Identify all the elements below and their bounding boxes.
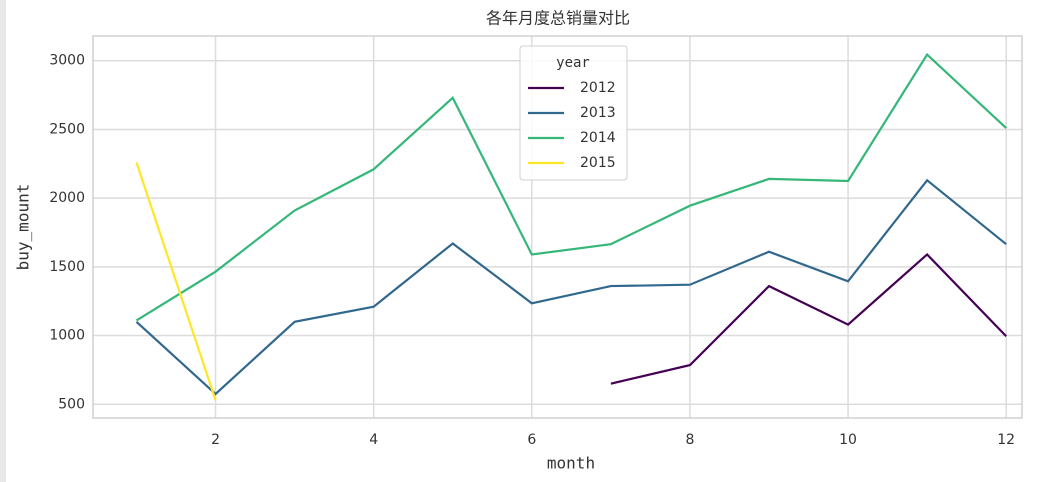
y-tick-label: 1000 (49, 328, 85, 344)
x-tick-label: 4 (369, 432, 378, 448)
y-tick-label: 2000 (49, 190, 85, 206)
x-tick-label: 8 (685, 432, 694, 448)
y-tick-label: 1500 (49, 259, 85, 275)
chart-title: 各年月度总销量对比 (486, 9, 630, 28)
legend-label: 2012 (580, 80, 616, 96)
x-axis-label: month (547, 454, 595, 473)
y-tick-label: 500 (58, 396, 85, 412)
x-tick-label: 10 (839, 432, 857, 448)
legend-label: 2013 (580, 105, 616, 121)
y-axis-label: buy_mount (14, 184, 33, 271)
x-tick-label: 12 (997, 432, 1015, 448)
series-line (135, 52, 1007, 322)
series-line (135, 162, 217, 401)
legend-label: 2015 (580, 155, 616, 171)
page-edge (0, 0, 6, 482)
x-tick-label: 6 (527, 432, 536, 448)
legend-title: year (556, 55, 590, 71)
legend-box (519, 45, 628, 181)
x-tick-label: 2 (211, 432, 220, 448)
plot-frame (92, 35, 1023, 419)
legend-label: 2014 (580, 130, 616, 146)
series-line (135, 178, 1007, 396)
y-tick-label: 3000 (49, 53, 85, 69)
series-line (610, 252, 1007, 385)
y-tick-label: 2500 (49, 121, 85, 137)
